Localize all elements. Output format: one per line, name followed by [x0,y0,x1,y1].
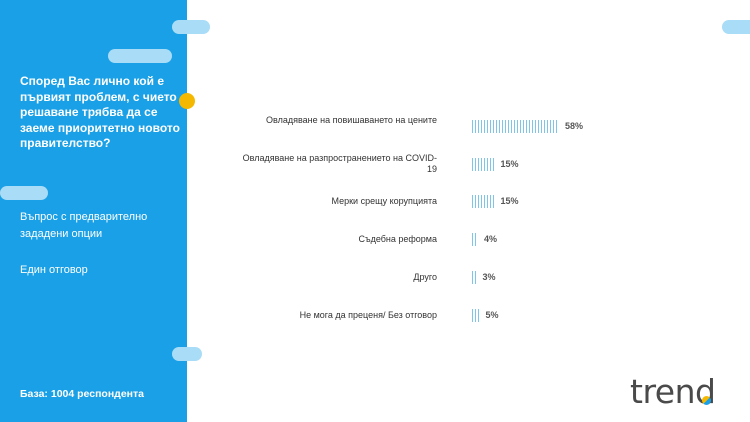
decorative-pill [0,186,48,200]
accent-dot [179,93,195,109]
value-label: 15% [500,195,519,206]
value-label: 5% [485,309,499,320]
category-label: Съдебна реформа [358,233,437,244]
bar [472,232,478,246]
bar [472,119,559,133]
decorative-pill [172,20,210,34]
category-label: Мерки срещу корупцията [331,195,438,206]
decorative-pill [108,49,172,63]
category-label: Овладяване на разпространението на COVID… [242,153,437,174]
sidebar-panel [0,0,187,422]
value-label: 15% [500,158,519,169]
trend-logo: trend [630,372,716,411]
answer-type: Един отговор [20,264,88,276]
value-label: 3% [482,271,496,282]
category-label: Не мога да преценя/ Без отговор [299,309,437,320]
bar [472,157,495,171]
category-label: Овладяване на повишаването на цените [266,115,437,125]
decorative-pill [172,347,202,361]
bar [472,308,480,322]
survey-question: Според Вас лично кой е първият проблем, … [20,74,180,150]
decorative-pill [722,20,750,34]
sample-base: База: 1004 респондента [20,388,145,400]
category-label: Друго [413,271,437,282]
bar [472,194,495,208]
bar [472,270,477,284]
value-label: 58% [565,120,584,131]
question-type: Въпрос с предварително зададени опции [20,211,148,240]
value-label: 4% [484,233,498,244]
logo-dot-icon [702,396,711,405]
